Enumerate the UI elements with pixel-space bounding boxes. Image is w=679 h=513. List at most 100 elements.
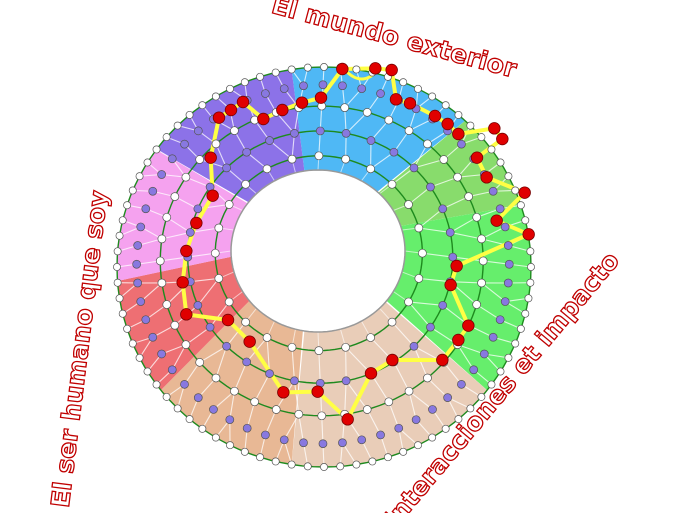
path-node: [221, 313, 235, 327]
mesh-line: [408, 301, 431, 328]
ring-node: [148, 186, 158, 196]
ring-node: [445, 228, 455, 237]
path-node: [496, 132, 509, 146]
ring-node: [387, 317, 397, 327]
ring-node: [256, 72, 264, 81]
ring-node: [315, 126, 325, 136]
ring-node: [211, 92, 220, 101]
path-node: [386, 353, 399, 367]
mesh-line: [481, 226, 506, 240]
mesh-line: [166, 216, 191, 233]
ring-node: [341, 342, 350, 352]
ring-node: [241, 317, 250, 327]
ring-node: [479, 349, 489, 359]
ring-node: [205, 322, 215, 332]
mesh-line: [457, 344, 485, 355]
path-nodes: [176, 62, 535, 426]
path-node: [276, 103, 289, 117]
ring-node: [488, 332, 498, 342]
path-node: [389, 93, 403, 106]
ring-node: [279, 435, 289, 445]
path-node: [450, 259, 463, 273]
mesh-line: [226, 321, 247, 347]
ring-node: [123, 201, 132, 210]
path-node: [206, 189, 219, 202]
ring-node: [495, 315, 505, 325]
path-node: [243, 335, 256, 348]
ring-node: [211, 433, 220, 442]
mesh-line: [190, 277, 219, 283]
ring-node: [170, 320, 180, 330]
mesh-line: [393, 361, 410, 392]
ring-node: [357, 435, 367, 445]
path-node: [314, 91, 328, 104]
ring-node: [162, 392, 171, 401]
ring-node: [173, 404, 182, 413]
mesh-line: [246, 401, 256, 429]
ring-node: [209, 405, 218, 414]
mesh-line: [215, 143, 228, 169]
ring-node: [352, 65, 361, 74]
ring-node: [426, 322, 435, 332]
mesh-line: [370, 119, 390, 141]
mesh-line: [298, 414, 305, 443]
ring-node: [457, 139, 466, 149]
mesh-line: [418, 227, 451, 234]
mesh-line: [291, 347, 295, 381]
mesh-line: [370, 151, 395, 170]
ring-node: [242, 357, 252, 367]
sector-5: [117, 256, 250, 391]
ring-node: [115, 294, 124, 303]
ring-node: [193, 126, 203, 136]
path-node: [428, 109, 442, 123]
ring-node: [180, 379, 189, 389]
ring-node: [294, 409, 304, 419]
ring-node: [503, 278, 513, 288]
ring-node: [477, 392, 486, 401]
mesh-line: [199, 345, 227, 363]
ring-node: [454, 110, 463, 119]
ring-node: [472, 212, 482, 222]
path-node: [480, 171, 493, 184]
ring-node: [338, 438, 347, 448]
ring-node: [250, 397, 259, 407]
path-node: [444, 278, 457, 292]
ring-node: [185, 110, 194, 119]
mesh-line: [393, 130, 410, 153]
mesh-line: [197, 377, 217, 398]
mesh-line: [213, 390, 235, 410]
ring-node: [224, 297, 234, 307]
path-node: [336, 62, 349, 76]
path-node: [488, 122, 501, 135]
ring-node: [290, 129, 299, 138]
ring-node: [287, 65, 296, 74]
ring-node: [487, 145, 496, 154]
ring-node: [516, 324, 525, 333]
ring-node: [526, 247, 535, 256]
ring-node: [477, 133, 486, 142]
ring-node: [224, 200, 234, 209]
path-node: [452, 127, 465, 141]
ring-node: [500, 222, 510, 232]
ring-node: [157, 170, 166, 179]
mesh-line: [345, 380, 368, 410]
ring-node: [357, 84, 367, 94]
ring-node: [428, 405, 437, 414]
mesh-line: [413, 158, 444, 169]
ring-node: [287, 342, 297, 352]
ring-node: [477, 234, 486, 244]
path-node: [470, 151, 484, 164]
path-node: [224, 103, 238, 117]
ring-node: [261, 89, 270, 98]
ring-node: [496, 367, 505, 376]
ring-node: [118, 216, 127, 225]
ring-node: [504, 353, 513, 362]
ring-node: [211, 373, 221, 383]
ring-node: [271, 405, 281, 414]
ring-node: [195, 357, 205, 367]
ring-node: [167, 154, 177, 164]
mesh-line: [254, 373, 271, 403]
ring-node: [320, 63, 328, 71]
mesh-line: [413, 346, 428, 379]
ring-node: [409, 163, 419, 173]
